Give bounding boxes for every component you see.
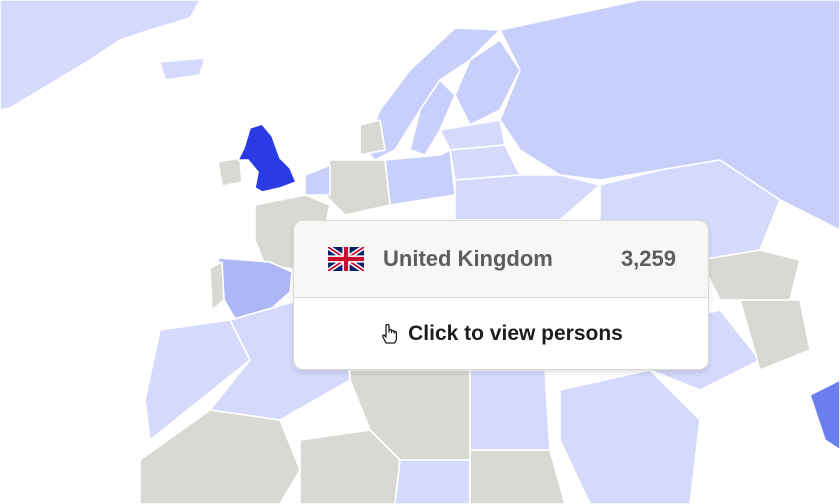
country-chad[interactable] (394, 459, 471, 504)
country-belarus[interactable] (449, 144, 521, 181)
country-norway[interactable] (364, 27, 501, 161)
country-sudan[interactable] (469, 449, 566, 504)
country-afghanistan[interactable] (739, 299, 811, 371)
country-tooltip: United Kingdom 3,259 Click to view perso… (293, 220, 709, 370)
country-portugal[interactable] (209, 261, 225, 311)
uk-flag-icon (328, 247, 364, 271)
country-united-kingdom[interactable] (237, 123, 297, 193)
country-ukraine[interactable] (454, 174, 601, 221)
view-persons-button[interactable]: Click to view persons (294, 298, 708, 369)
country-denmark[interactable] (359, 119, 386, 156)
country-central-asia[interactable] (699, 249, 801, 301)
tooltip-count: 3,259 (620, 246, 676, 271)
country-netherlands-belgium[interactable] (304, 164, 331, 196)
view-persons-label: Click to view persons (408, 322, 623, 345)
tooltip-header: United Kingdom 3,259 (294, 221, 708, 298)
country-greenland[interactable] (0, 0, 201, 111)
tooltip-country-name: United Kingdom (383, 246, 553, 271)
country-ireland[interactable] (217, 157, 243, 187)
country-saudi-arabia[interactable] (559, 369, 701, 504)
country-india[interactable] (809, 379, 840, 451)
country-finland[interactable] (454, 39, 521, 126)
country-poland[interactable] (384, 149, 456, 206)
pointer-hand-icon (382, 323, 398, 344)
country-baltics[interactable] (439, 119, 506, 151)
country-egypt[interactable] (469, 369, 551, 451)
country-svalbard[interactable] (159, 57, 206, 81)
